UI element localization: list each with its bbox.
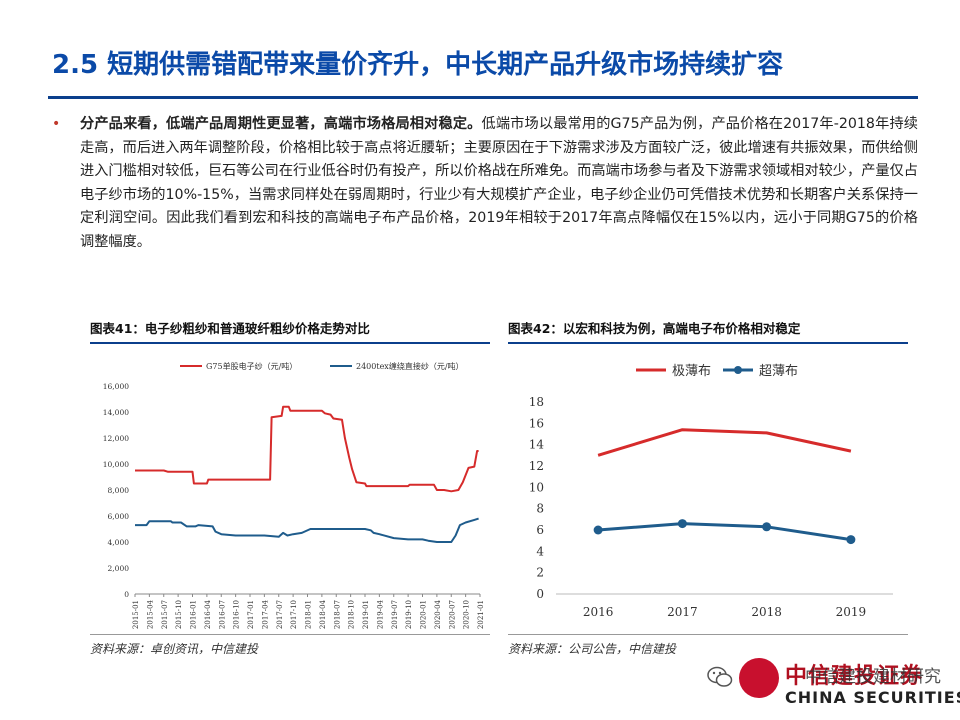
x-tick-label: 2015-10 bbox=[175, 600, 183, 629]
series-point-1 bbox=[677, 519, 687, 529]
x-tick-label: 2021-01 bbox=[477, 600, 485, 629]
legend-label-0: G75单股电子纱（元/吨） bbox=[206, 361, 297, 371]
chart41-svg: G75单股电子纱（元/吨） 2400tex缠绕直接纱（元/吨） 0 2,000 4,00… bbox=[103, 361, 485, 629]
chart41-bottom-rule bbox=[90, 634, 490, 635]
series-point-1 bbox=[846, 535, 856, 545]
legend-label-1: 2400tex缠绕直接纱（元/吨） bbox=[356, 361, 464, 371]
chart42-title: 图表42：以宏和科技为例，高端电子布价格相对稳定 bbox=[508, 321, 801, 336]
x-tick-label: 2017-07 bbox=[276, 600, 284, 629]
x-tick-label: 2017-01 bbox=[247, 600, 255, 629]
y-tick-label: 10,000 bbox=[103, 460, 129, 469]
logo-chinese-name: 中信建投证券 bbox=[785, 664, 924, 689]
series-line-1 bbox=[597, 522, 852, 542]
legend-label-1: 超薄布 bbox=[759, 364, 798, 379]
x-tick-label: 2016 bbox=[583, 605, 614, 619]
y-tick-label: 6,000 bbox=[108, 512, 130, 521]
y-tick-label: 2,000 bbox=[108, 564, 130, 573]
y-tick-label: 10 bbox=[529, 480, 544, 494]
chart42-header-rule bbox=[508, 342, 908, 344]
x-tick-label: 2018-07 bbox=[333, 600, 341, 629]
x-tick-label: 2020-07 bbox=[448, 600, 456, 629]
body-text: 低端市场以最常用的G75产品为例，产品价格在2017年-2018年持续走高，而后… bbox=[80, 116, 918, 250]
x-tick-label: 2015-01 bbox=[132, 600, 140, 629]
chart41-header: 图表41：电子纱粗纱和普通玻纤粗纱价格走势对比 bbox=[90, 318, 490, 344]
x-tick-label: 2015-04 bbox=[146, 599, 154, 629]
series-line-0 bbox=[597, 428, 852, 457]
chart41-source: 资料来源：卓创资讯，中信建投 bbox=[90, 642, 259, 656]
series-line-1 bbox=[135, 517, 479, 543]
page-title: 2.5 短期供需错配带来量价齐升，中长期产品升级市场持续扩容 bbox=[52, 50, 784, 80]
chart42-svg: 极薄布 超薄布 0 2 4 6 8 10 12 14 16 18 2016 2017 2018 2019 bbox=[529, 364, 893, 619]
x-tick-label: 2017 bbox=[667, 605, 698, 619]
body-paragraph: 分产品来看，低端产品周期性更显著，高端市场格局相对稳定。低端市场以最常用的G75… bbox=[80, 113, 918, 255]
x-tick-label: 2016-04 bbox=[204, 599, 212, 629]
x-tick-label: 2020-04 bbox=[434, 599, 442, 629]
y-tick-label: 18 bbox=[529, 395, 544, 409]
x-tick-label: 2016-07 bbox=[218, 600, 226, 629]
chart41-title: 图表41：电子纱粗纱和普通玻纤粗纱价格走势对比 bbox=[90, 321, 370, 336]
china-securities-logo-icon bbox=[739, 658, 779, 698]
y-tick-label: 12 bbox=[529, 459, 544, 473]
chart41-header-rule bbox=[90, 342, 490, 344]
chart42-bottom-rule bbox=[508, 634, 908, 635]
watermark-text: 中信建投建材研究 bbox=[805, 667, 941, 687]
y-tick-label: 4,000 bbox=[108, 538, 130, 547]
chart42-header: 图表42：以宏和科技为例，高端电子布价格相对稳定 bbox=[508, 318, 908, 344]
x-tick-label: 2019-10 bbox=[405, 600, 413, 629]
y-tick-label: 14,000 bbox=[103, 408, 129, 417]
x-tick-label: 2019-01 bbox=[362, 600, 370, 629]
y-tick-label: 8,000 bbox=[108, 486, 130, 495]
series-point-1 bbox=[593, 525, 603, 535]
x-tick-label: 2019-07 bbox=[391, 600, 399, 629]
legend-label-0: 极薄布 bbox=[672, 364, 711, 379]
footer-logo: 中信建投证券 CHINA SECURITIES 中信建投建材研究 bbox=[705, 652, 960, 716]
x-tick-label: 2017-10 bbox=[290, 600, 298, 629]
y-tick-label: 0 bbox=[536, 587, 544, 601]
x-tick-label: 2019-04 bbox=[376, 599, 384, 629]
y-tick-label: 2 bbox=[536, 566, 544, 580]
y-tick-label: 16 bbox=[529, 416, 544, 430]
x-tick-label: 2017-04 bbox=[261, 599, 269, 629]
x-tick-label: 2016-01 bbox=[190, 600, 198, 629]
x-tick-label: 2018 bbox=[751, 605, 782, 619]
bullet-marker: • bbox=[52, 116, 61, 132]
x-tick-label: 2018-01 bbox=[305, 600, 313, 629]
y-tick-label: 12,000 bbox=[103, 434, 129, 443]
y-tick-label: 0 bbox=[124, 590, 129, 599]
bold-lead: 分产品来看，低端产品周期性更显著，高端市场格局相对稳定。 bbox=[80, 116, 482, 132]
legend-marker-1 bbox=[734, 366, 742, 374]
y-tick-label: 14 bbox=[529, 438, 545, 452]
series-point-1 bbox=[762, 522, 772, 532]
chart42-source: 资料来源：公司公告，中信建投 bbox=[508, 642, 677, 656]
x-tick-label: 2020-01 bbox=[420, 600, 428, 629]
x-tick-label: 2018-10 bbox=[348, 600, 356, 629]
wechat-icon bbox=[707, 666, 733, 687]
y-tick-label: 16,000 bbox=[103, 382, 129, 391]
series-line-0 bbox=[135, 405, 479, 493]
logo-english-name: CHINA SECURITIES bbox=[785, 688, 960, 707]
y-tick-label: 8 bbox=[536, 502, 544, 516]
x-tick-label: 2020-10 bbox=[463, 600, 471, 629]
y-tick-label: 4 bbox=[536, 544, 544, 558]
x-tick-label: 2019 bbox=[836, 605, 867, 619]
x-tick-label: 2016-10 bbox=[233, 600, 241, 629]
x-tick-label: 2015-07 bbox=[161, 600, 169, 629]
title-divider bbox=[48, 96, 918, 99]
x-tick-label: 2018-04 bbox=[319, 599, 327, 629]
y-tick-label: 6 bbox=[536, 523, 544, 537]
